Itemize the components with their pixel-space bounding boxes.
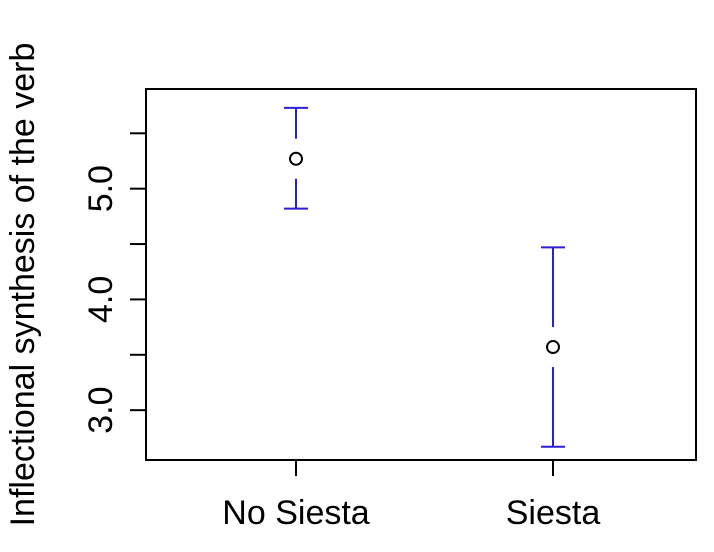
data-point-0 — [289, 151, 303, 166]
x-axis: No Siesta Siesta — [222, 460, 600, 532]
x-tick-label-1: Siesta — [506, 494, 601, 532]
data-points — [289, 151, 560, 355]
y-axis: 3.0 4.0 5.0 — [82, 132, 146, 434]
y-tick-label-0: 3.0 — [82, 387, 120, 434]
plot-frame — [145, 88, 697, 461]
x-tick-label-0: No Siesta — [222, 494, 369, 532]
error-bars — [284, 106, 565, 448]
y-tick-label-4: 5.0 — [82, 165, 120, 212]
y-axis-title: Inflectional synthesis of the verb — [4, 43, 42, 527]
data-point-1 — [546, 340, 560, 355]
y-tick-label-2: 4.0 — [82, 276, 120, 323]
